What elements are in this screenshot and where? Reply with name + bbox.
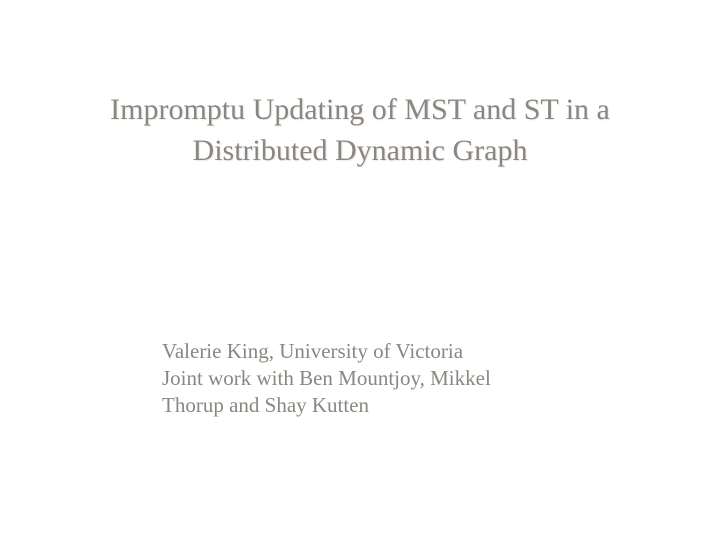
author-line-2: Joint work with Ben Mountjoy, Mikkel bbox=[162, 365, 640, 392]
title-line-2: Distributed Dynamic Graph bbox=[16, 131, 704, 172]
author-line-3: Thorup and Shay Kutten bbox=[162, 392, 640, 419]
author-line-1: Valerie King, University of Victoria bbox=[162, 338, 640, 365]
slide-author-block: Valerie King, University of Victoria Joi… bbox=[162, 338, 640, 419]
title-line-1: Impromptu Updating of MST and ST in a bbox=[16, 90, 704, 131]
slide-title-block: Impromptu Updating of MST and ST in a Di… bbox=[0, 90, 720, 171]
